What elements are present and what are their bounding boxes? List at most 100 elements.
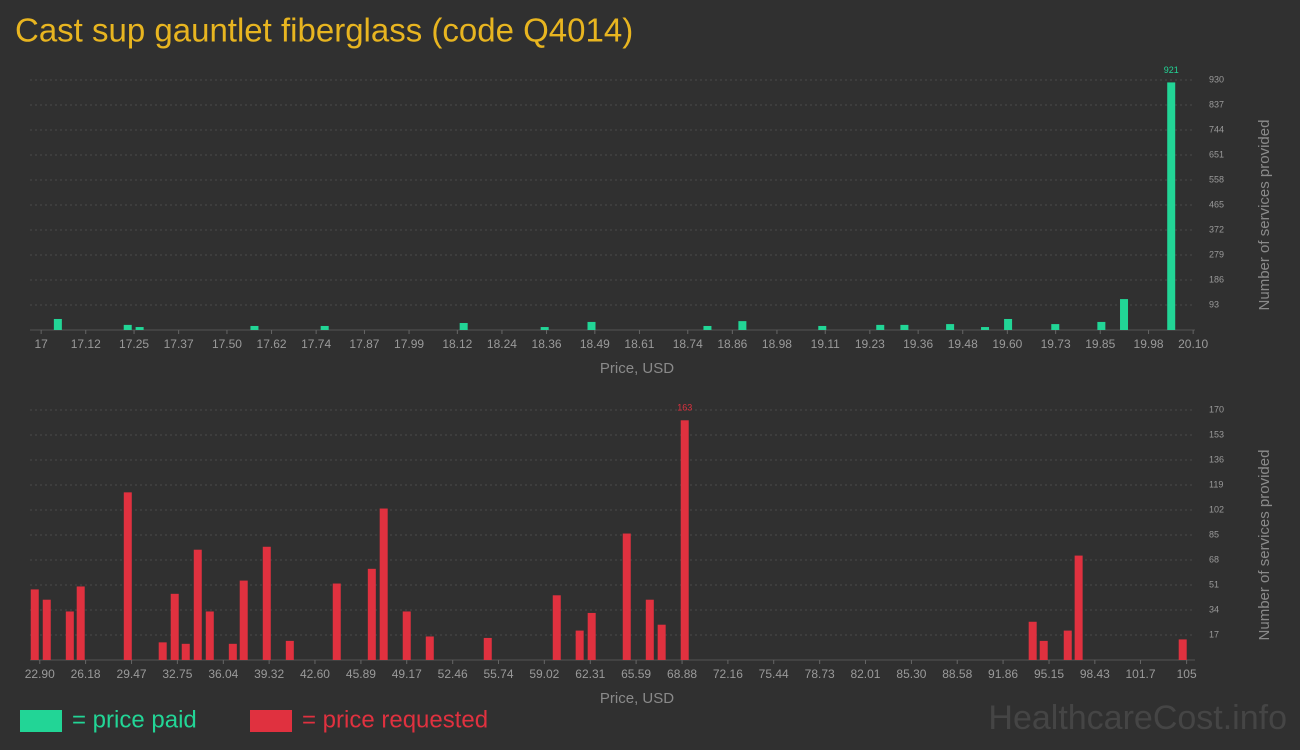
x-tick-label: 26.18 — [71, 667, 101, 681]
y-tick-label: 17 — [1209, 629, 1219, 639]
x-tick-label: 18.12 — [442, 337, 472, 351]
bar — [657, 624, 666, 660]
bar — [552, 595, 561, 660]
bar — [123, 324, 132, 330]
bar — [483, 637, 492, 660]
x-tick-label: 17.12 — [71, 337, 101, 351]
x-tick-label: 20.10 — [1178, 337, 1208, 351]
bar — [459, 323, 468, 330]
y-tick-label: 744 — [1209, 124, 1224, 134]
y-tick-label: 119 — [1209, 479, 1223, 489]
bar — [320, 325, 329, 330]
bar — [332, 583, 341, 660]
x-tick-label: 17.62 — [257, 337, 287, 351]
y-tick-label: 186 — [1209, 274, 1224, 284]
chart-title: Cast sup gauntlet fiberglass (code Q4014… — [15, 12, 633, 49]
x-tick-label: 72.16 — [713, 667, 743, 681]
x-tick-label: 19.60 — [992, 337, 1022, 351]
y-tick-label: 34 — [1209, 604, 1219, 614]
bar — [158, 642, 167, 660]
x-tick-label: 17.50 — [212, 337, 242, 351]
bar — [76, 586, 85, 660]
watermark: HealthcareCost.info — [988, 699, 1287, 737]
y-tick-label: 136 — [1209, 454, 1224, 464]
y-tick-label: 170 — [1209, 404, 1224, 414]
x-tick-label: 18.98 — [762, 337, 792, 351]
bar — [622, 533, 631, 660]
bar — [250, 325, 259, 330]
y-tick-label: 102 — [1209, 504, 1224, 514]
bar — [1051, 324, 1060, 330]
x-tick-label: 101.7 — [1126, 667, 1156, 681]
bar — [738, 321, 747, 330]
bar — [425, 636, 434, 660]
x-tick-label: 17.87 — [349, 337, 379, 351]
value-label: 921 — [1164, 65, 1179, 75]
bar — [1028, 621, 1037, 660]
x-tick-label: 17.99 — [394, 337, 424, 351]
y-tick-label: 372 — [1209, 224, 1224, 234]
bar — [1074, 555, 1083, 660]
x-tick-label: 19.36 — [903, 337, 933, 351]
bar — [1063, 630, 1072, 660]
x-tick-label: 105 — [1177, 667, 1197, 681]
bar — [1167, 82, 1176, 330]
legend-swatch — [250, 710, 292, 732]
x-tick-label: 18.49 — [580, 337, 610, 351]
y-tick-label: 68 — [1209, 554, 1219, 564]
y-tick-label: 51 — [1209, 579, 1219, 589]
x-tick-label: 18.86 — [717, 337, 747, 351]
y-axis-title: Number of services provided — [1256, 120, 1273, 311]
x-tick-label: 17.74 — [301, 337, 331, 351]
x-tick-label: 18.36 — [532, 337, 562, 351]
x-tick-label: 36.04 — [208, 667, 238, 681]
bar — [228, 643, 237, 660]
x-tick-label: 68.88 — [667, 667, 697, 681]
bar — [818, 325, 827, 330]
x-tick-label: 39.32 — [254, 667, 284, 681]
x-tick-label: 19.85 — [1085, 337, 1115, 351]
bar — [946, 324, 955, 330]
x-tick-label: 85.30 — [896, 667, 926, 681]
y-tick-label: 153 — [1209, 429, 1224, 439]
y-tick-label: 85 — [1209, 529, 1219, 539]
bar — [540, 327, 549, 330]
bar — [262, 546, 271, 660]
x-tick-label: 19.48 — [948, 337, 978, 351]
legend-label: = price paid — [72, 706, 197, 733]
bar — [170, 593, 179, 660]
bar — [587, 612, 596, 660]
y-tick-label: 558 — [1209, 174, 1224, 184]
x-tick-label: 78.73 — [805, 667, 835, 681]
y-axis-title: Number of services provided — [1256, 450, 1273, 641]
x-tick-label: 22.90 — [25, 667, 55, 681]
y-tick-label: 651 — [1209, 149, 1224, 159]
x-tick-label: 42.60 — [300, 667, 330, 681]
x-tick-label: 19.23 — [855, 337, 885, 351]
bar — [30, 589, 39, 660]
x-tick-label: 29.47 — [117, 667, 147, 681]
x-tick-label: 18.74 — [673, 337, 703, 351]
bar — [379, 508, 388, 660]
y-tick-label: 279 — [1209, 249, 1224, 259]
x-tick-label: 88.58 — [942, 667, 972, 681]
bar — [239, 580, 248, 660]
bar — [1039, 640, 1048, 660]
y-tick-label: 930 — [1209, 74, 1224, 84]
x-axis-title: Price, USD — [600, 690, 674, 707]
bar — [402, 611, 411, 660]
bar — [645, 599, 654, 660]
x-tick-label: 17.25 — [119, 337, 149, 351]
bar — [53, 318, 62, 330]
bar — [876, 324, 885, 330]
bar — [205, 611, 214, 660]
bar — [1097, 321, 1106, 330]
bar — [42, 599, 51, 660]
bar — [1004, 318, 1013, 330]
x-tick-label: 62.31 — [575, 667, 605, 681]
x-tick-label: 19.98 — [1134, 337, 1164, 351]
x-tick-label: 59.02 — [529, 667, 559, 681]
x-tick-label: 18.61 — [624, 337, 654, 351]
